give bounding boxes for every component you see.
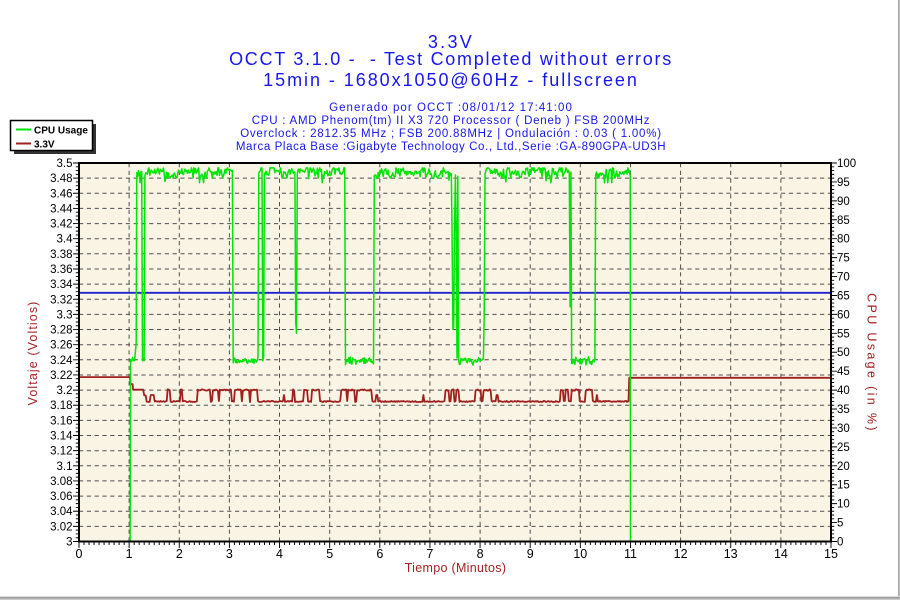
svg-text:Voltaje (Voltios): Voltaje (Voltios) bbox=[26, 301, 40, 406]
svg-text:30: 30 bbox=[837, 423, 850, 435]
svg-text:3.02: 3.02 bbox=[50, 521, 72, 533]
svg-text:70: 70 bbox=[837, 272, 850, 284]
svg-text:9: 9 bbox=[527, 547, 534, 561]
svg-text:50: 50 bbox=[837, 347, 850, 359]
svg-text:CPU : AMD Phenom(tm) II X3 720: CPU : AMD Phenom(tm) II X3 720 Processor… bbox=[252, 115, 651, 127]
svg-text:3.28: 3.28 bbox=[50, 325, 72, 337]
svg-text:75: 75 bbox=[837, 253, 850, 265]
svg-text:3.44: 3.44 bbox=[50, 203, 73, 215]
svg-text:3: 3 bbox=[226, 547, 233, 561]
svg-text:3.46: 3.46 bbox=[50, 188, 72, 200]
svg-text:3.3V: 3.3V bbox=[428, 32, 474, 52]
svg-text:3.42: 3.42 bbox=[50, 219, 72, 231]
svg-text:0: 0 bbox=[837, 537, 843, 549]
svg-text:3.48: 3.48 bbox=[50, 173, 72, 185]
svg-text:14: 14 bbox=[774, 547, 788, 561]
svg-text:3.18: 3.18 bbox=[50, 400, 72, 412]
svg-text:100: 100 bbox=[837, 158, 856, 170]
svg-text:13: 13 bbox=[724, 547, 738, 561]
svg-text:3.3V: 3.3V bbox=[34, 140, 55, 151]
svg-text:4: 4 bbox=[276, 547, 283, 561]
svg-text:40: 40 bbox=[837, 385, 850, 397]
svg-text:45: 45 bbox=[837, 366, 850, 378]
svg-text:3.4: 3.4 bbox=[57, 234, 74, 246]
svg-text:3.1: 3.1 bbox=[57, 461, 73, 473]
svg-text:65: 65 bbox=[837, 291, 850, 303]
svg-text:3.36: 3.36 bbox=[50, 264, 72, 276]
svg-text:3.04: 3.04 bbox=[50, 506, 73, 518]
svg-text:11: 11 bbox=[624, 547, 637, 561]
svg-text:3.24: 3.24 bbox=[50, 355, 73, 367]
svg-text:95: 95 bbox=[837, 177, 850, 189]
svg-text:CPU Usage: CPU Usage bbox=[34, 126, 88, 137]
svg-text:3.14: 3.14 bbox=[50, 431, 73, 443]
svg-text:80: 80 bbox=[837, 234, 850, 246]
svg-text:3.5: 3.5 bbox=[57, 158, 73, 170]
svg-text:3.32: 3.32 bbox=[50, 294, 72, 306]
svg-text:Marca Placa Base :Gigabyte Tec: Marca Placa Base :Gigabyte Technology Co… bbox=[236, 141, 666, 153]
svg-text:15min - 1680x1050@60Hz - fulls: 15min - 1680x1050@60Hz - fullscreen bbox=[263, 70, 639, 90]
svg-text:10: 10 bbox=[837, 499, 850, 511]
svg-text:3.08: 3.08 bbox=[50, 476, 72, 488]
svg-text:3.12: 3.12 bbox=[50, 446, 72, 458]
svg-text:Generado por OCCT :08/01/12 17: Generado por OCCT :08/01/12 17:41:00 bbox=[329, 102, 573, 114]
svg-text:25: 25 bbox=[837, 442, 850, 454]
svg-text:6: 6 bbox=[376, 547, 383, 561]
svg-text:8: 8 bbox=[477, 547, 484, 561]
svg-text:3.26: 3.26 bbox=[50, 340, 72, 352]
svg-text:60: 60 bbox=[837, 309, 850, 321]
svg-text:0: 0 bbox=[76, 547, 83, 561]
svg-text:20: 20 bbox=[837, 461, 850, 473]
svg-text:12: 12 bbox=[674, 547, 688, 561]
svg-text:85: 85 bbox=[837, 215, 850, 227]
svg-text:3.06: 3.06 bbox=[50, 491, 72, 503]
svg-text:Overclock : 2812.35 MHz ; FSB: Overclock : 2812.35 MHz ; FSB 200.88MHz … bbox=[240, 128, 662, 140]
svg-text:55: 55 bbox=[837, 328, 850, 340]
svg-text:35: 35 bbox=[837, 404, 850, 416]
svg-text:5: 5 bbox=[837, 518, 843, 530]
svg-text:5: 5 bbox=[326, 547, 333, 561]
svg-text:15: 15 bbox=[824, 547, 838, 561]
svg-text:3.3: 3.3 bbox=[57, 309, 73, 321]
svg-text:90: 90 bbox=[837, 196, 850, 208]
svg-text:3.38: 3.38 bbox=[50, 249, 72, 261]
svg-text:7: 7 bbox=[426, 547, 433, 561]
svg-text:1: 1 bbox=[126, 547, 133, 561]
svg-text:3.16: 3.16 bbox=[50, 415, 72, 427]
svg-text:3.22: 3.22 bbox=[50, 370, 72, 382]
svg-text:15: 15 bbox=[837, 480, 850, 492]
svg-text:Tiempo (Minutos): Tiempo (Minutos) bbox=[405, 561, 507, 575]
svg-text:OCCT 3.1.0 - - Test Completed: OCCT 3.1.0 - - Test Completed without er… bbox=[229, 49, 673, 69]
svg-text:3.2: 3.2 bbox=[57, 385, 73, 397]
svg-text:3.34: 3.34 bbox=[50, 279, 73, 291]
svg-text:2: 2 bbox=[176, 547, 183, 561]
svg-text:CPU Usage (in %): CPU Usage (in %) bbox=[865, 293, 879, 433]
svg-text:10: 10 bbox=[573, 547, 587, 561]
svg-text:3: 3 bbox=[66, 537, 72, 549]
